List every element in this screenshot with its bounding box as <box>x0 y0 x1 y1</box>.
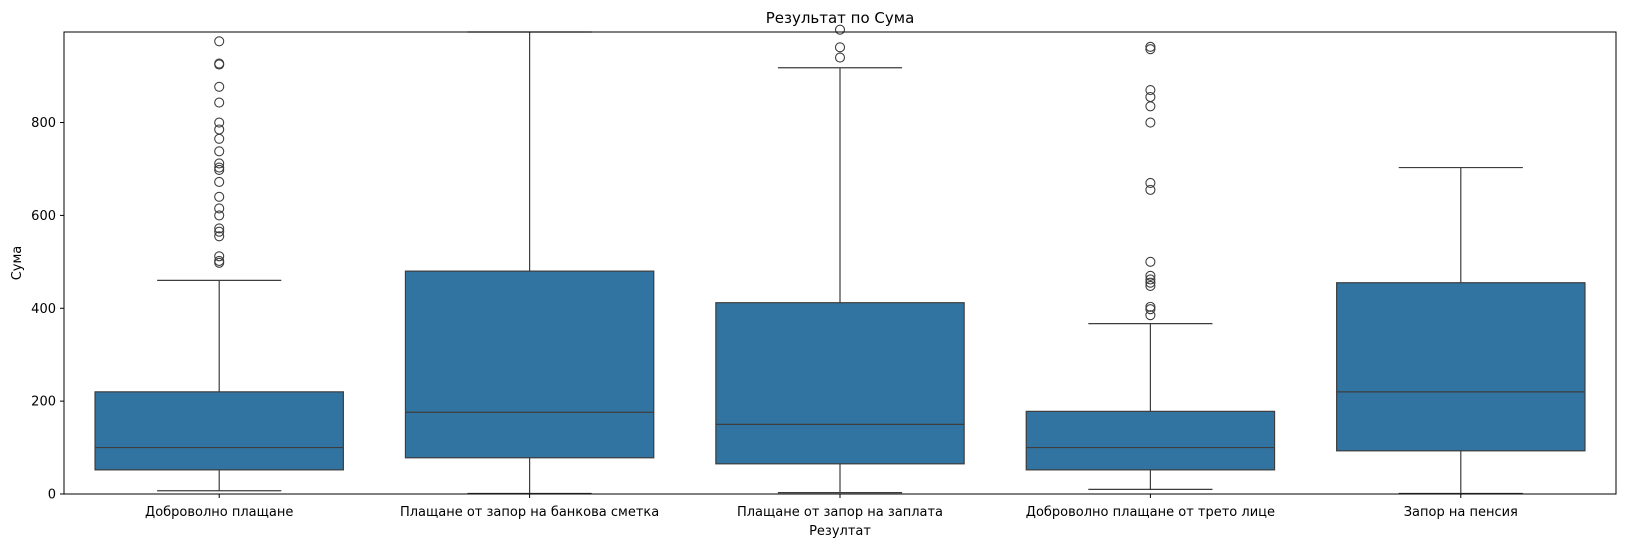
outlier-point <box>1145 44 1156 55</box>
outlier-point <box>834 24 846 35</box>
outlier-point <box>214 251 225 262</box>
outlier-point <box>1145 91 1156 103</box>
outlier-point <box>214 203 225 214</box>
box-group-3 <box>715 24 965 494</box>
outlier-point <box>1145 184 1156 195</box>
y-tick-label: 600 <box>31 209 56 224</box>
outlier-point <box>834 52 846 63</box>
outlier-point <box>214 58 225 69</box>
x-tick-label: Плащане от запор на банкова сметка <box>400 505 659 520</box>
x-tick-label: Запор на пенсия <box>1404 505 1518 520</box>
outlier-point <box>214 162 225 173</box>
outlier-point <box>214 231 225 242</box>
outlier-point <box>214 226 225 237</box>
outlier-point <box>1145 41 1156 52</box>
box <box>1336 282 1586 452</box>
outlier-point <box>1145 101 1156 112</box>
chart-title: Результат по Сума <box>766 9 915 27</box>
box <box>94 391 344 471</box>
outlier-point <box>1145 177 1156 188</box>
outlier-point <box>214 210 225 221</box>
y-tick-label: 0 <box>48 488 56 503</box>
box-group-4 <box>1025 41 1276 490</box>
outlier-point <box>214 124 225 135</box>
box-group-5 <box>1336 166 1586 495</box>
outlier-point <box>1145 301 1156 312</box>
y-tick-label: 800 <box>31 116 56 131</box>
outlier-point <box>1145 277 1156 288</box>
x-axis-label: Резултат <box>809 524 871 539</box>
outlier-point <box>214 133 225 144</box>
outlier-point <box>214 97 225 108</box>
outlier-point <box>214 158 225 169</box>
outlier-point <box>214 146 225 157</box>
outlier-point <box>1145 270 1156 281</box>
outlier-point <box>214 191 225 202</box>
x-tick-label: Доброволно плащане от трето лице <box>1026 505 1275 520</box>
outlier-point <box>214 81 225 92</box>
y-tick-label: 200 <box>31 395 56 410</box>
outlier-point <box>1145 117 1156 128</box>
box-group-1 <box>94 36 344 492</box>
outlier-point <box>214 117 225 128</box>
outlier-point <box>1145 304 1156 315</box>
outlier-point <box>214 255 225 266</box>
y-tick-label: 400 <box>31 302 56 317</box>
y-axis-label: Сума <box>10 246 25 281</box>
outlier-point <box>214 36 225 47</box>
box <box>715 302 965 465</box>
outlier-point <box>1145 256 1156 267</box>
outlier-point <box>834 42 846 53</box>
box <box>1025 410 1276 471</box>
outlier-point <box>1145 280 1156 292</box>
x-tick-label: Плащане от запор на заплата <box>737 505 943 520</box>
outlier-point <box>214 164 225 175</box>
outlier-point <box>214 176 225 188</box>
x-tick-label: Доброволно плащане <box>145 505 293 520</box>
box <box>404 270 655 459</box>
box-group-2 <box>404 31 655 495</box>
outlier-point <box>214 223 225 234</box>
outlier-point <box>1145 274 1156 285</box>
outlier-point <box>1145 310 1156 321</box>
outlier-point <box>1145 84 1156 96</box>
